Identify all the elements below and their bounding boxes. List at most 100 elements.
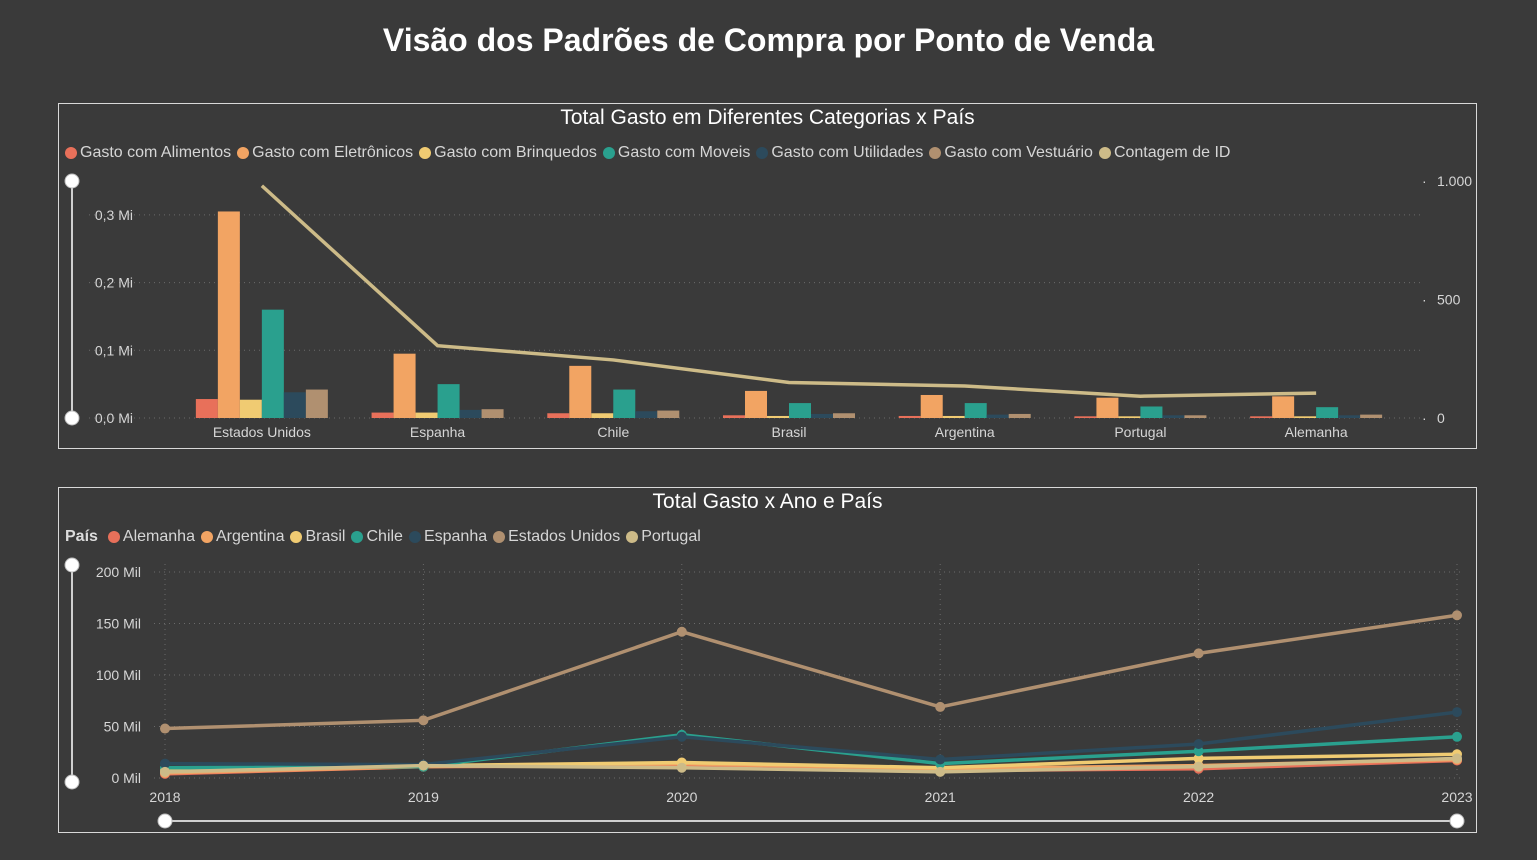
bar-gasto-com-vestuario-estados-unidos[interactable] [305, 389, 328, 418]
bar-gasto-com-alimentos-chile[interactable] [547, 413, 570, 418]
bar-chart-legend-item-gasto-com-moveis[interactable]: Gasto com Moveis [602, 144, 750, 162]
bar-gasto-com-vestuario-alemanha[interactable] [1360, 414, 1383, 418]
bar-gasto-com-moveis-alemanha[interactable] [1316, 407, 1339, 418]
line-chart-y-zoom-handle-top[interactable] [64, 557, 80, 573]
bar-gasto-com-moveis-portugal[interactable] [1140, 406, 1163, 418]
line-chart-x-tick-label: 2021 [925, 789, 956, 805]
bar-gasto-com-brinquedos-chile[interactable] [591, 413, 614, 418]
point-portugal-2018[interactable] [160, 766, 170, 777]
bar-chart-y-zoom-handle-top[interactable] [64, 173, 80, 189]
point-espanha-2023[interactable] [1452, 707, 1462, 718]
bar-gasto-com-brinquedos-espanha[interactable] [415, 412, 438, 418]
legend-label: Gasto com Vestuário [944, 144, 1093, 161]
bar-gasto-com-utilidades-estados-unidos[interactable] [283, 392, 306, 418]
bar-gasto-com-alimentos-estados-unidos[interactable] [195, 399, 218, 418]
point-portugal-2020[interactable] [676, 762, 687, 773]
line-chart-legend-item-chile[interactable]: Chile [351, 528, 403, 546]
line-contagem-de-id[interactable] [260, 184, 1317, 398]
bar-gasto-com-moveis-estados-unidos[interactable] [261, 309, 284, 418]
point-estados-unidos-2018[interactable] [160, 723, 170, 734]
bar-gasto-com-eletronicos-argentina[interactable] [920, 394, 943, 418]
bar-gasto-com-utilidades-brasil[interactable] [811, 413, 833, 418]
bar-gasto-com-moveis-brasil[interactable] [789, 403, 811, 418]
line-chart-legend-item-brasil[interactable]: Brasil [290, 528, 345, 546]
point-portugal-2023[interactable] [1452, 753, 1462, 764]
bar-gasto-com-brinquedos-portugal[interactable] [1118, 416, 1141, 418]
bar-gasto-com-utilidades-espanha[interactable] [459, 409, 482, 418]
bar-gasto-com-moveis-chile[interactable] [613, 389, 636, 418]
point-estados-unidos-2019[interactable] [418, 715, 429, 726]
bar-gasto-com-alimentos-alemanha[interactable] [1250, 416, 1273, 418]
bar-gasto-com-vestuario-brasil[interactable] [833, 413, 855, 418]
bar-gasto-com-eletronicos-chile[interactable] [569, 365, 592, 418]
point-portugal-2019[interactable] [418, 760, 429, 771]
bar-gasto-com-vestuario-espanha[interactable] [481, 409, 504, 418]
line-chart-y-tick-label: 0 Mil [111, 770, 141, 786]
bar-gasto-com-brinquedos-alemanha[interactable] [1294, 416, 1317, 418]
bar-chart-y-zoom-handle-bottom[interactable] [64, 410, 80, 426]
bar-chart-legend-item-gasto-com-utilidades[interactable]: Gasto com Utilidades [756, 144, 923, 162]
line-chart-legend-item-alemanha[interactable]: Alemanha [107, 528, 195, 546]
bar-gasto-com-utilidades-alemanha[interactable] [1338, 415, 1361, 418]
bar-chart-legend-item-gasto-com-eletronicos[interactable]: Gasto com Eletrônicos [237, 144, 413, 162]
bar-gasto-com-eletronicos-alemanha[interactable] [1272, 396, 1295, 418]
bar-gasto-com-vestuario-chile[interactable] [657, 410, 680, 418]
point-portugal-2022[interactable] [1193, 761, 1204, 772]
line-chart-legend-item-estados-unidos[interactable]: Estados Unidos [493, 528, 620, 546]
bar-chart-legend-item-contagem-de-id[interactable]: Contagem de ID [1098, 144, 1230, 162]
point-portugal-2021[interactable] [935, 766, 946, 777]
bar-chart-x-tick-label: Argentina [935, 424, 995, 440]
bar-gasto-com-utilidades-argentina[interactable] [986, 414, 1009, 418]
bar-gasto-com-moveis-espanha[interactable] [437, 384, 460, 418]
legend-label: Espanha [423, 528, 488, 545]
bar-chart-legend: Gasto com Alimentos Gasto com Eletrônicos… [65, 144, 1236, 162]
legend-label: Gasto com Brinquedos [434, 144, 597, 161]
point-brasil-2022[interactable] [1193, 753, 1204, 764]
bar-gasto-com-utilidades-portugal[interactable] [1162, 415, 1185, 418]
bar-gasto-com-alimentos-argentina[interactable] [898, 415, 921, 418]
bar-gasto-com-moveis-argentina[interactable] [964, 403, 987, 418]
line-chart-legend-item-argentina[interactable]: Argentina [200, 528, 284, 546]
line-chart-x-zoom-handle-left[interactable] [157, 813, 173, 829]
bar-gasto-com-brinquedos-argentina[interactable] [942, 415, 965, 418]
bar-gasto-com-eletronicos-brasil[interactable] [745, 390, 767, 418]
bar-chart-legend-item-gasto-com-vestuario[interactable]: Gasto com Vestuário [929, 144, 1093, 162]
legend-label: Estados Unidos [508, 528, 621, 545]
line-estados-unidos[interactable] [164, 613, 1458, 731]
line-chart-y-zoom-handle-bottom[interactable] [64, 774, 80, 790]
line-espanha[interactable] [164, 710, 1458, 767]
point-estados-unidos-2022[interactable] [1193, 648, 1204, 659]
bar-chart-x-tick-label: Portugal [1114, 424, 1166, 440]
bar-gasto-com-brinquedos-estados-unidos[interactable] [239, 399, 262, 418]
point-espanha-2018[interactable] [160, 758, 170, 769]
point-chile-2022[interactable] [1193, 746, 1204, 757]
point-estados-unidos-2020[interactable] [676, 626, 687, 637]
point-espanha-2020[interactable] [676, 731, 687, 742]
point-chile-2023[interactable] [1452, 731, 1462, 742]
bar-gasto-com-utilidades-chile[interactable] [635, 411, 658, 418]
point-espanha-2022[interactable] [1193, 739, 1204, 750]
bar-gasto-com-eletronicos-estados-unidos[interactable] [217, 211, 240, 418]
bar-gasto-com-brinquedos-brasil[interactable] [767, 415, 789, 418]
legend-marker-icon [626, 531, 639, 543]
bar-gasto-com-vestuario-argentina[interactable] [1008, 413, 1031, 418]
bar-gasto-com-eletronicos-espanha[interactable] [393, 353, 416, 418]
line-chart-legend-item-espanha[interactable]: Espanha [408, 528, 488, 546]
bar-gasto-com-alimentos-espanha[interactable] [371, 412, 394, 418]
bar-chart-legend-item-gasto-com-brinquedos[interactable]: Gasto com Brinquedos [419, 144, 597, 162]
line-portugal[interactable] [164, 756, 1458, 774]
bar-gasto-com-alimentos-brasil[interactable] [723, 415, 745, 418]
bar-chart-y-left-tick-label: 0,3 Mi [95, 207, 133, 223]
line-chart-legend-item-portugal[interactable]: Portugal [626, 528, 701, 546]
bar-gasto-com-eletronicos-portugal[interactable] [1096, 397, 1119, 418]
point-espanha-2021[interactable] [935, 754, 946, 765]
line-chart-x-zoom-handle-right[interactable] [1449, 813, 1465, 829]
bar-gasto-com-alimentos-portugal[interactable] [1074, 416, 1097, 418]
legend-label: Gasto com Alimentos [80, 144, 232, 161]
point-estados-unidos-2023[interactable] [1452, 610, 1462, 621]
point-estados-unidos-2021[interactable] [935, 701, 946, 712]
bar-gasto-com-vestuario-portugal[interactable] [1184, 415, 1207, 418]
bar-chart-legend-item-gasto-com-alimentos[interactable]: Gasto com Alimentos [65, 144, 231, 162]
legend-marker-icon [408, 531, 421, 543]
line-chart-x-tick-label: 2019 [408, 789, 439, 805]
